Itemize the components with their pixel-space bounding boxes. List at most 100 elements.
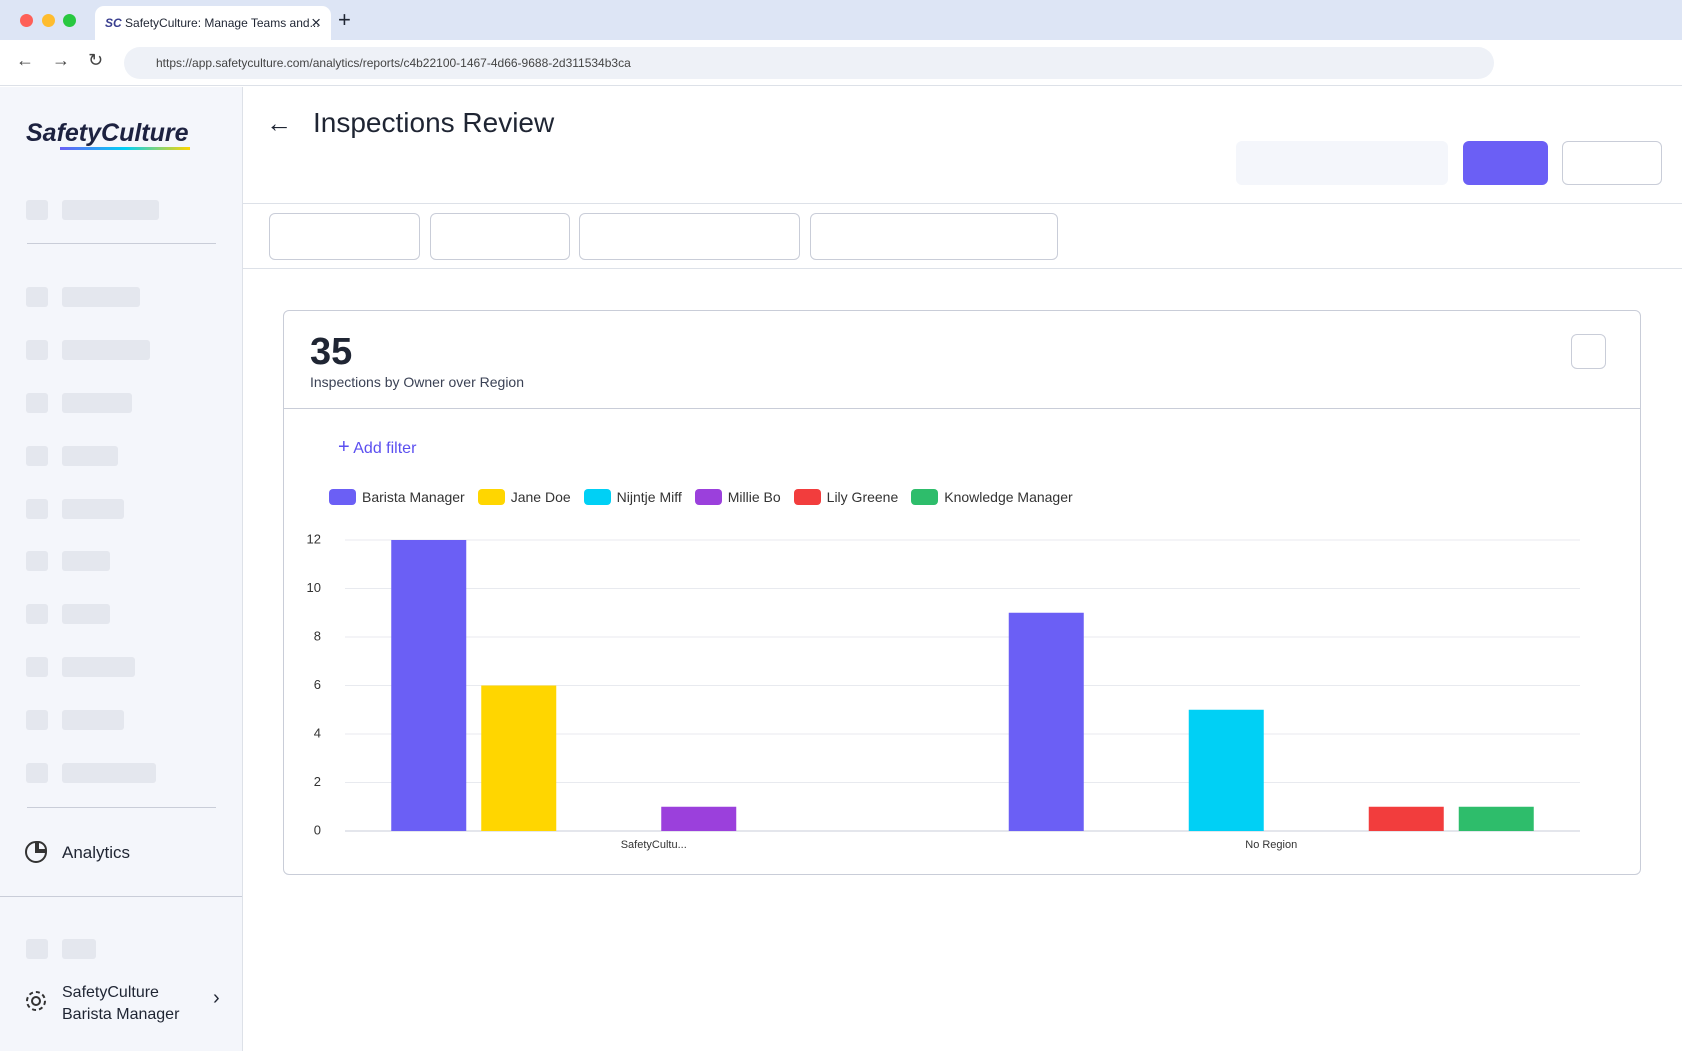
nav-icon-placeholder	[26, 200, 48, 220]
divider	[27, 243, 216, 244]
nav-icon-placeholder	[26, 499, 48, 519]
legend: Barista Manager Jane Doe Nijntje Miff Milli…	[329, 489, 1073, 505]
bar	[1458, 806, 1534, 831]
y-tick-label: 0	[314, 822, 321, 837]
close-dot[interactable]	[20, 14, 33, 27]
nav-buttons[interactable]: ←→↻	[16, 50, 122, 70]
filter-button[interactable]	[269, 213, 420, 260]
user-name: Barista Manager	[62, 1006, 180, 1023]
nav-icon-placeholder	[26, 939, 48, 959]
nav-icon-placeholder	[26, 763, 48, 783]
nav-label-placeholder	[62, 551, 110, 571]
tab-icon: SC	[105, 16, 122, 30]
minimize-dot[interactable]	[42, 14, 55, 27]
nav-label-placeholder	[62, 393, 132, 413]
nav-label-placeholder	[62, 604, 110, 624]
chart-card: 35 Inspections by Owner over Region + Ad…	[283, 310, 1641, 875]
y-tick-label: 8	[314, 628, 321, 643]
nav-icon-placeholder	[26, 446, 48, 466]
legend-item[interactable]: Jane Doe	[477, 489, 571, 505]
legend-swatch	[477, 489, 505, 505]
y-tick-label: 10	[307, 580, 321, 595]
legend-swatch	[793, 489, 821, 505]
card-menu[interactable]	[1571, 334, 1606, 369]
legend-item[interactable]: Nijntje Miff	[583, 489, 682, 505]
divider	[284, 408, 1640, 409]
search-field[interactable]	[1236, 141, 1448, 185]
legend-item[interactable]: Lily Greene	[793, 489, 898, 505]
legend-label: Knowledge Manager	[944, 489, 1073, 505]
address-bar: ←→↻ https://app.safetyculture.com/analyt…	[0, 40, 1682, 86]
analytics-icon	[25, 840, 48, 863]
legend-label: Barista Manager	[362, 489, 465, 505]
legend-swatch	[694, 489, 722, 505]
maximize-dot[interactable]	[63, 14, 76, 27]
chart: 0 2 4 6 8 10 12 SafetyCultu... No Region	[307, 531, 1580, 851]
nav-label-placeholder	[62, 499, 124, 519]
nav-icon-placeholder	[26, 340, 48, 360]
tab-title: SafetyCulture: Manage Teams and...	[125, 16, 320, 30]
card-subtitle: Inspections by Owner over Region	[310, 374, 524, 390]
legend-swatch	[329, 489, 356, 505]
url: https://app.safetyculture.com/analytics/…	[156, 56, 631, 70]
account-menu[interactable]: SafetyCulture Barista Manager	[62, 982, 179, 1026]
nav-icon-placeholder	[26, 551, 48, 571]
legend-item[interactable]: Millie Bo	[694, 489, 781, 505]
legend-label: Jane Doe	[510, 489, 571, 505]
nav-icon-placeholder	[26, 657, 48, 677]
bar	[391, 540, 467, 831]
back-button[interactable]: ←	[266, 108, 292, 138]
add-filter[interactable]: + Add filter	[338, 436, 417, 458]
y-tick-label: 2	[314, 774, 321, 789]
url-field[interactable]: https://app.safetyculture.com/analytics/…	[124, 47, 1494, 79]
nav-item-analytics[interactable]: Analytics	[62, 843, 131, 862]
divider	[243, 203, 1682, 204]
nav-label-placeholder	[62, 200, 159, 220]
bar	[661, 806, 737, 831]
nav-label-placeholder	[62, 939, 96, 959]
tab[interactable]: SC SafetyCulture: Manage Teams and... ×	[95, 6, 331, 40]
nav-label-placeholder	[62, 710, 124, 730]
org-name: SafetyCulture	[62, 984, 159, 1001]
x-tick-label: SafetyCultu...	[621, 839, 687, 851]
legend-label: Millie Bo	[727, 489, 781, 505]
nav-label-placeholder	[62, 340, 150, 360]
page-title: Inspections Review	[313, 107, 555, 138]
filter-button[interactable]	[810, 213, 1058, 260]
add-filter-label: Add filter	[353, 440, 417, 457]
divider	[243, 268, 1682, 269]
sidebar: SafetyCulture Analytics SafetyCulture Ba…	[0, 87, 243, 1051]
chevron: ›	[213, 987, 220, 1009]
settings-icon	[26, 991, 46, 1011]
nav-icon-placeholder	[26, 604, 48, 624]
tab-close[interactable]: ×	[311, 13, 321, 32]
nav-icon-placeholder	[26, 393, 48, 413]
divider	[27, 807, 216, 808]
nav-label-placeholder	[62, 446, 118, 466]
bar	[1188, 709, 1264, 831]
nav-label-placeholder	[62, 287, 140, 307]
filter-button[interactable]	[579, 213, 800, 260]
y-tick-label: 12	[307, 531, 321, 546]
nav-label-placeholder	[62, 657, 135, 677]
legend-swatch	[583, 489, 611, 505]
filter-button[interactable]	[430, 213, 570, 260]
primary-button[interactable]	[1463, 141, 1548, 185]
legend-label: Nijntje Miff	[616, 489, 682, 505]
legend-item[interactable]: Barista Manager	[329, 489, 465, 505]
nav-label-placeholder	[62, 763, 156, 783]
bar	[1008, 612, 1084, 831]
legend-item[interactable]: Knowledge Manager	[911, 489, 1073, 505]
new-tab[interactable]: +	[338, 7, 351, 32]
divider	[0, 896, 242, 897]
nav-icon-placeholder	[26, 710, 48, 730]
tab-bar: SC SafetyCulture: Manage Teams and... × …	[0, 0, 1682, 40]
logo-underline	[60, 147, 190, 150]
logo[interactable]: SafetyCulture	[26, 119, 189, 147]
y-tick-label: 4	[314, 725, 321, 740]
total-count: 35	[310, 331, 353, 373]
y-tick-label: 6	[314, 677, 321, 692]
secondary-button[interactable]	[1562, 141, 1662, 185]
